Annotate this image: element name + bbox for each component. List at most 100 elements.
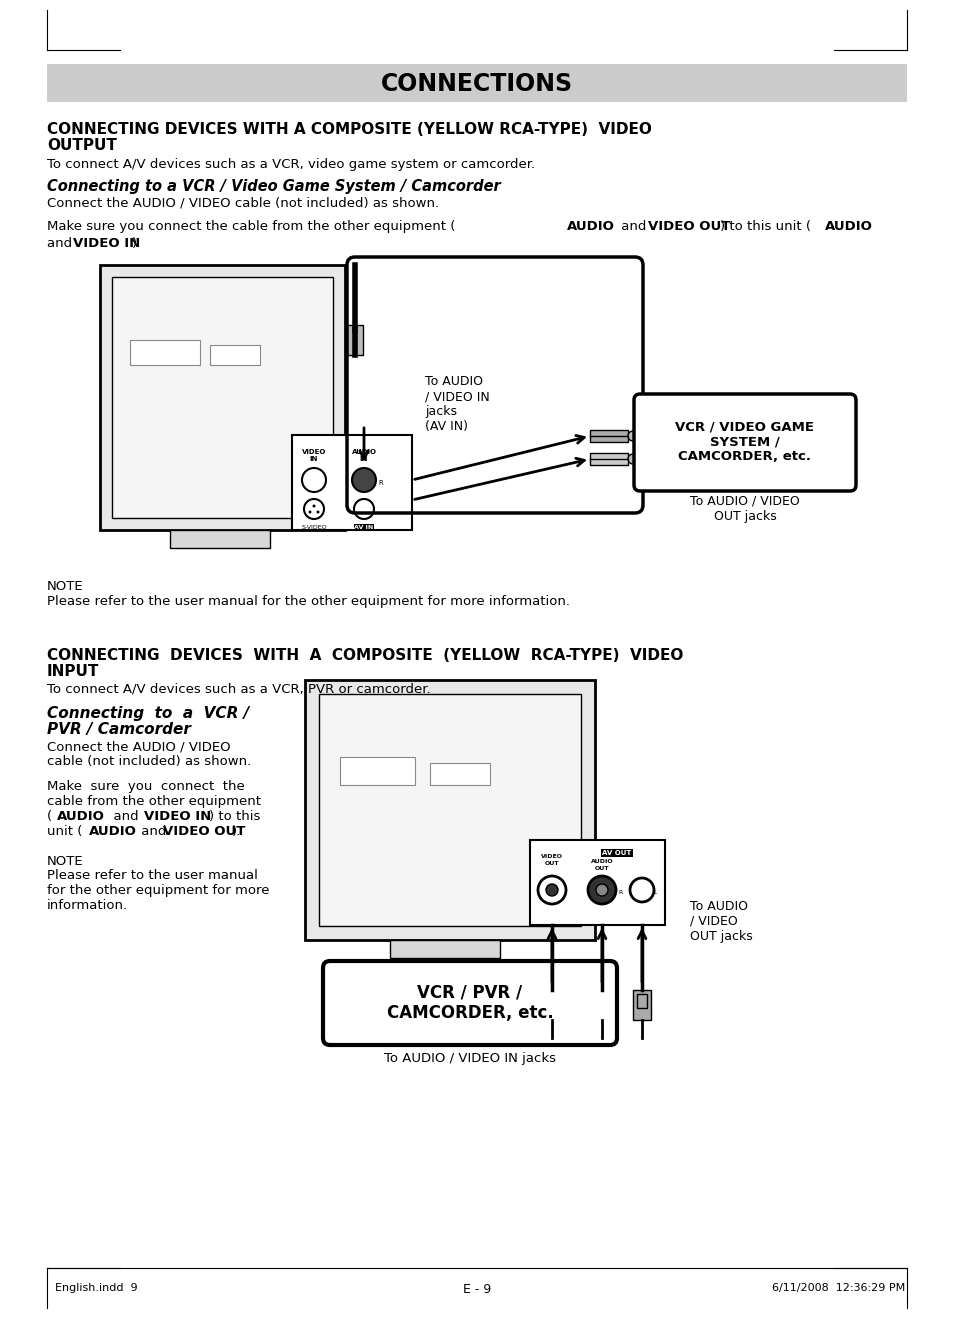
FancyBboxPatch shape bbox=[634, 394, 855, 492]
Text: E - 9: E - 9 bbox=[462, 1282, 491, 1296]
Circle shape bbox=[313, 505, 315, 507]
Bar bbox=[47, 65, 906, 101]
Bar bbox=[390, 940, 499, 958]
Text: VCR / VIDEO GAME
SYSTEM /
CAMCORDER, etc.: VCR / VIDEO GAME SYSTEM / CAMCORDER, etc… bbox=[675, 420, 814, 464]
Text: OUTPUT: OUTPUT bbox=[47, 138, 117, 153]
Bar bbox=[589, 453, 627, 465]
Bar bbox=[170, 530, 270, 548]
Text: AUDIO: AUDIO bbox=[351, 449, 376, 455]
Circle shape bbox=[545, 884, 558, 896]
Text: To connect A/V devices such as a VCR, PVR or camcorder.: To connect A/V devices such as a VCR, PV… bbox=[47, 683, 430, 696]
Text: Connecting  to  a  VCR /: Connecting to a VCR / bbox=[47, 706, 249, 721]
Text: VIDEO: VIDEO bbox=[540, 854, 562, 859]
Text: IN: IN bbox=[310, 456, 318, 463]
Text: Make  sure  you  connect  the: Make sure you connect the bbox=[47, 780, 245, 793]
Text: CONNECTIONS: CONNECTIONS bbox=[380, 72, 573, 96]
Text: CONNECTING  DEVICES  WITH  A  COMPOSITE  (YELLOW  RCA-TYPE)  VIDEO: CONNECTING DEVICES WITH A COMPOSITE (YEL… bbox=[47, 648, 682, 663]
Text: R: R bbox=[377, 480, 382, 486]
Text: Please refer to the user manual for the other equipment for more information.: Please refer to the user manual for the … bbox=[47, 594, 569, 608]
Text: AUDIO: AUDIO bbox=[89, 825, 136, 838]
Circle shape bbox=[304, 500, 324, 519]
Circle shape bbox=[316, 510, 319, 514]
Bar bbox=[100, 265, 345, 530]
Text: OUT: OUT bbox=[544, 861, 558, 866]
Circle shape bbox=[302, 468, 326, 492]
Text: ).: ). bbox=[232, 825, 241, 838]
Circle shape bbox=[354, 500, 374, 519]
Text: PVR / Camcorder: PVR / Camcorder bbox=[47, 722, 191, 737]
Circle shape bbox=[537, 876, 565, 904]
Circle shape bbox=[352, 468, 375, 492]
Text: for the other equipment for more: for the other equipment for more bbox=[47, 884, 269, 898]
Text: Connect the AUDIO / VIDEO: Connect the AUDIO / VIDEO bbox=[47, 739, 231, 753]
Bar bbox=[318, 695, 580, 927]
Bar bbox=[112, 277, 333, 518]
Text: ) to this unit (: ) to this unit ( bbox=[720, 220, 810, 233]
Text: cable from the other equipment: cable from the other equipment bbox=[47, 795, 261, 808]
Text: NOTE: NOTE bbox=[47, 855, 84, 869]
Text: NOTE: NOTE bbox=[47, 580, 84, 593]
Text: AV IN: AV IN bbox=[354, 525, 374, 530]
FancyBboxPatch shape bbox=[323, 961, 617, 1045]
Text: Connecting to a VCR / Video Game System / Camcorder: Connecting to a VCR / Video Game System … bbox=[47, 179, 500, 194]
Text: INPUT: INPUT bbox=[47, 664, 99, 679]
Text: AV OUT: AV OUT bbox=[601, 850, 631, 855]
Text: To AUDIO
/ VIDEO
OUT jacks: To AUDIO / VIDEO OUT jacks bbox=[689, 900, 752, 942]
Text: To AUDIO / VIDEO IN jacks: To AUDIO / VIDEO IN jacks bbox=[384, 1052, 556, 1065]
Text: OUT: OUT bbox=[594, 866, 609, 871]
Text: ) to this: ) to this bbox=[209, 811, 260, 822]
Circle shape bbox=[629, 878, 654, 902]
Text: To AUDIO
/ VIDEO IN
jacks
(AV IN): To AUDIO / VIDEO IN jacks (AV IN) bbox=[424, 376, 489, 434]
Circle shape bbox=[308, 510, 312, 514]
Text: AUDIO: AUDIO bbox=[590, 859, 613, 865]
Text: (: ( bbox=[47, 811, 52, 822]
Text: and: and bbox=[47, 237, 76, 250]
Text: 6/11/2008  12:36:29 PM: 6/11/2008 12:36:29 PM bbox=[771, 1282, 904, 1293]
Text: VIDEO IN: VIDEO IN bbox=[73, 237, 140, 250]
Text: To AUDIO / VIDEO
OUT jacks: To AUDIO / VIDEO OUT jacks bbox=[689, 496, 799, 523]
Bar bbox=[210, 345, 260, 365]
Text: IN: IN bbox=[359, 456, 368, 463]
Text: AUDIO: AUDIO bbox=[566, 220, 615, 233]
Circle shape bbox=[596, 884, 607, 896]
Bar bbox=[430, 763, 490, 786]
Text: CONNECTING DEVICES WITH A COMPOSITE (YELLOW RCA-TYPE)  VIDEO: CONNECTING DEVICES WITH A COMPOSITE (YEL… bbox=[47, 123, 651, 137]
Text: VIDEO: VIDEO bbox=[301, 449, 326, 455]
Text: To connect A/V devices such as a VCR, video game system or camcorder.: To connect A/V devices such as a VCR, vi… bbox=[47, 158, 535, 171]
Bar bbox=[542, 990, 560, 1020]
Text: VCR / PVR /
CAMCORDER, etc.: VCR / PVR / CAMCORDER, etc. bbox=[386, 983, 553, 1023]
Text: information.: information. bbox=[47, 899, 128, 912]
Text: and: and bbox=[105, 811, 147, 822]
Text: ).: ). bbox=[132, 237, 141, 250]
Bar bbox=[597, 994, 606, 1008]
Bar bbox=[130, 340, 200, 365]
Text: S-VIDEO: S-VIDEO bbox=[301, 525, 327, 530]
Bar bbox=[633, 990, 650, 1020]
Text: and: and bbox=[137, 825, 171, 838]
Text: VIDEO OUT: VIDEO OUT bbox=[647, 220, 730, 233]
Bar bbox=[530, 840, 664, 925]
Text: AUDIO: AUDIO bbox=[57, 811, 105, 822]
Text: unit (: unit ( bbox=[47, 825, 82, 838]
Text: Make sure you connect the cable from the other equipment (: Make sure you connect the cable from the… bbox=[47, 220, 455, 233]
Text: English.indd  9: English.indd 9 bbox=[55, 1282, 137, 1293]
Circle shape bbox=[587, 876, 616, 904]
Circle shape bbox=[627, 453, 638, 464]
Bar bbox=[339, 757, 415, 786]
Text: and: and bbox=[617, 220, 650, 233]
Text: L: L bbox=[652, 891, 656, 895]
Bar bbox=[637, 994, 646, 1008]
Bar bbox=[589, 430, 627, 442]
Text: Please refer to the user manual: Please refer to the user manual bbox=[47, 869, 257, 882]
Text: VIDEO OUT: VIDEO OUT bbox=[163, 825, 245, 838]
Text: cable (not included) as shown.: cable (not included) as shown. bbox=[47, 755, 251, 768]
Bar bbox=[292, 435, 412, 530]
Bar bbox=[347, 326, 363, 355]
Text: AUDIO: AUDIO bbox=[824, 220, 872, 233]
Bar bbox=[546, 994, 557, 1008]
Circle shape bbox=[627, 431, 638, 442]
Bar bbox=[305, 680, 595, 940]
Text: R: R bbox=[618, 891, 621, 895]
Text: Connect the AUDIO / VIDEO cable (not included) as shown.: Connect the AUDIO / VIDEO cable (not inc… bbox=[47, 196, 438, 210]
Bar bbox=[593, 990, 610, 1020]
